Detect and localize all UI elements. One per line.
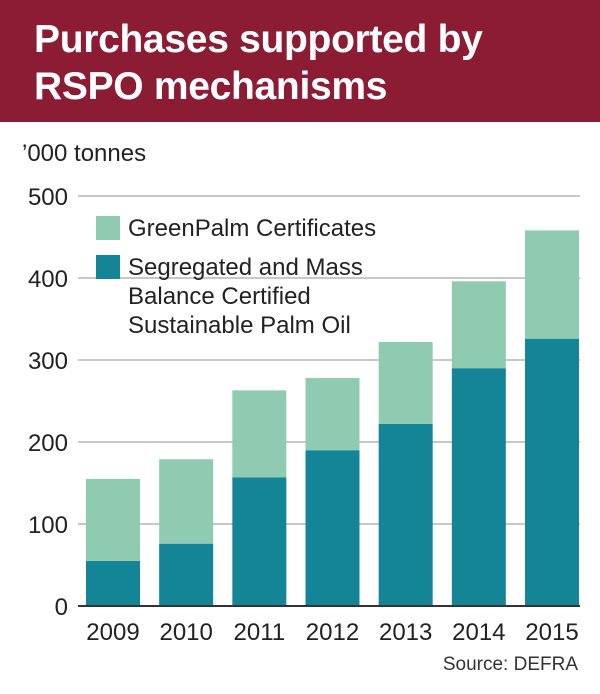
- bar-segment: [232, 390, 287, 478]
- bar-segment: [232, 477, 287, 606]
- x-tick-label: 2014: [452, 619, 505, 646]
- y-tick-label: 100: [28, 512, 68, 539]
- legend-label: Segregated and Mass: [128, 254, 363, 281]
- bar-segment: [305, 450, 360, 606]
- y-tick-label: 0: [55, 594, 68, 621]
- source-note: Source: DEFRA: [442, 654, 578, 675]
- x-tick-label: 2015: [525, 619, 578, 646]
- bar-segment: [525, 338, 579, 606]
- legend-swatch: [96, 255, 120, 279]
- y-tick-label: 400: [28, 266, 68, 293]
- bar-segment: [159, 543, 214, 606]
- legend-swatch: [96, 216, 120, 240]
- legend-label: GreenPalm Certificates: [128, 215, 376, 242]
- x-tick-label: 2012: [306, 619, 359, 646]
- bar-segment: [305, 378, 360, 451]
- bar-segment: [451, 281, 506, 369]
- x-tick-label: 2009: [86, 619, 139, 646]
- y-tick-label: 300: [28, 348, 68, 375]
- y-axis-unit-label: ’000 tonnes: [22, 140, 147, 167]
- legend-label: Sustainable Palm Oil: [128, 312, 351, 339]
- title-banner: Purchases supported by RSPO mechanisms: [0, 0, 600, 122]
- bar-segment: [451, 368, 506, 606]
- chart-title: Purchases supported by RSPO mechanisms: [34, 18, 483, 108]
- bar-segment: [525, 230, 579, 339]
- bar-segment: [86, 560, 140, 606]
- bar-segment: [159, 459, 214, 544]
- legend-label: Balance Certified: [128, 283, 311, 310]
- bar-segment: [378, 341, 433, 424]
- x-tick-label: 2013: [379, 619, 432, 646]
- y-tick-label: 200: [28, 430, 68, 457]
- x-tick-label: 2011: [234, 619, 286, 646]
- bar-segment: [378, 423, 433, 606]
- bar-segment: [86, 478, 140, 561]
- y-tick-label: 500: [28, 184, 68, 211]
- x-tick-label: 2010: [159, 619, 212, 646]
